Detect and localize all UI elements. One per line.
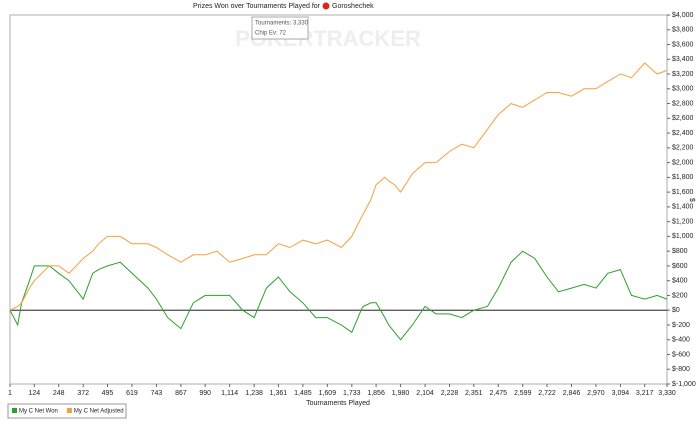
y-tick-label: $-400 <box>672 337 690 344</box>
y-tick-label: $1,800 <box>672 174 694 181</box>
x-tick-label: 248 <box>53 390 65 397</box>
legend: My C Net Won My C Net Adjusted <box>7 403 127 419</box>
y-tick-label: $3,000 <box>672 86 694 93</box>
x-tick-label: 1,485 <box>294 390 312 397</box>
x-tick-label: 619 <box>126 390 138 397</box>
y-tick-label: $1,400 <box>672 204 694 211</box>
y-tick-label: $2,400 <box>672 130 694 137</box>
x-tick-label: 1,856 <box>367 390 385 397</box>
x-tick-label: 1 <box>8 390 12 397</box>
y-tick-label: $-200 <box>672 322 690 329</box>
tooltip-box <box>251 16 309 40</box>
x-tick-label: 1,361 <box>270 390 288 397</box>
y-tick-label: $-1,000 <box>672 381 696 388</box>
y-tick-label: $1,000 <box>672 233 694 240</box>
x-tick-label: 2,104 <box>416 390 434 397</box>
x-tick-label: 1,980 <box>392 390 410 397</box>
x-tick-label: 1,114 <box>221 390 238 397</box>
x-tick-label: 1,733 <box>343 390 361 397</box>
y-tick-label: $0 <box>672 307 680 314</box>
x-tick-label: 1,609 <box>319 390 337 397</box>
series-line <box>9 250 668 341</box>
y-tick-label: $2,200 <box>672 145 694 152</box>
y-axis-label: $ <box>688 198 695 202</box>
legend-swatch <box>66 408 72 413</box>
y-tick-label: $1,200 <box>672 218 694 225</box>
y-tick-label: $4,000 <box>672 12 694 19</box>
x-tick-label: 3,094 <box>612 390 630 397</box>
x-tick-label: 743 <box>151 390 163 397</box>
y-tick-label: $3,600 <box>672 41 694 48</box>
x-tick-label: 1,238 <box>245 390 263 397</box>
legend-label: My C Net Adjusted <box>74 409 124 415</box>
y-tick-label: $2,800 <box>672 100 694 107</box>
y-tick-label: $800 <box>672 248 688 255</box>
y-tick-label: $600 <box>672 263 688 270</box>
x-tick-label: 2,351 <box>465 390 483 397</box>
y-tick-label: $-800 <box>672 366 690 373</box>
y-tick-label: $1,600 <box>672 189 694 196</box>
y-tick-label: $2,000 <box>672 159 694 166</box>
x-tick-label: 2,846 <box>563 390 581 397</box>
x-tick-label: 3,330 <box>658 390 676 397</box>
chart-title: Prizes Won over Tournaments Played for <box>193 3 321 10</box>
x-tick-label: 2,970 <box>587 390 605 397</box>
x-axis-label: Tournaments Played <box>306 400 370 407</box>
x-tick-label: 372 <box>77 390 89 397</box>
player-icon <box>322 2 330 10</box>
x-tick-label: 867 <box>175 390 187 397</box>
y-tick-label: $400 <box>672 278 688 285</box>
x-tick-label: 2,599 <box>514 390 532 397</box>
x-tick-label: 495 <box>102 390 114 397</box>
y-tick-label: $3,800 <box>672 27 694 34</box>
x-tick-label: 3,217 <box>636 390 654 397</box>
legend-label: My C Net Won <box>19 409 58 415</box>
y-tick-label: $200 <box>672 292 688 299</box>
x-tick-label: 990 <box>199 390 211 397</box>
y-tick-label: $2,600 <box>672 115 694 122</box>
x-tick-label: 2,722 <box>538 390 556 397</box>
x-tick-label: 2,228 <box>441 390 459 397</box>
x-tick-label: 124 <box>28 390 40 397</box>
tooltip-line: Chip Ev: 72 <box>255 31 287 37</box>
player-name: Goroshechek <box>332 3 374 10</box>
plot-area <box>9 14 668 385</box>
legend-swatch <box>12 408 17 413</box>
y-tick-label: $3,400 <box>672 56 694 63</box>
tooltip-line: Tournaments: 3,330 <box>255 21 309 27</box>
x-tick-label: 2,475 <box>489 390 507 397</box>
y-tick-label: $3,200 <box>672 71 694 78</box>
y-tick-label: $-600 <box>672 351 690 358</box>
series-line <box>9 62 668 311</box>
